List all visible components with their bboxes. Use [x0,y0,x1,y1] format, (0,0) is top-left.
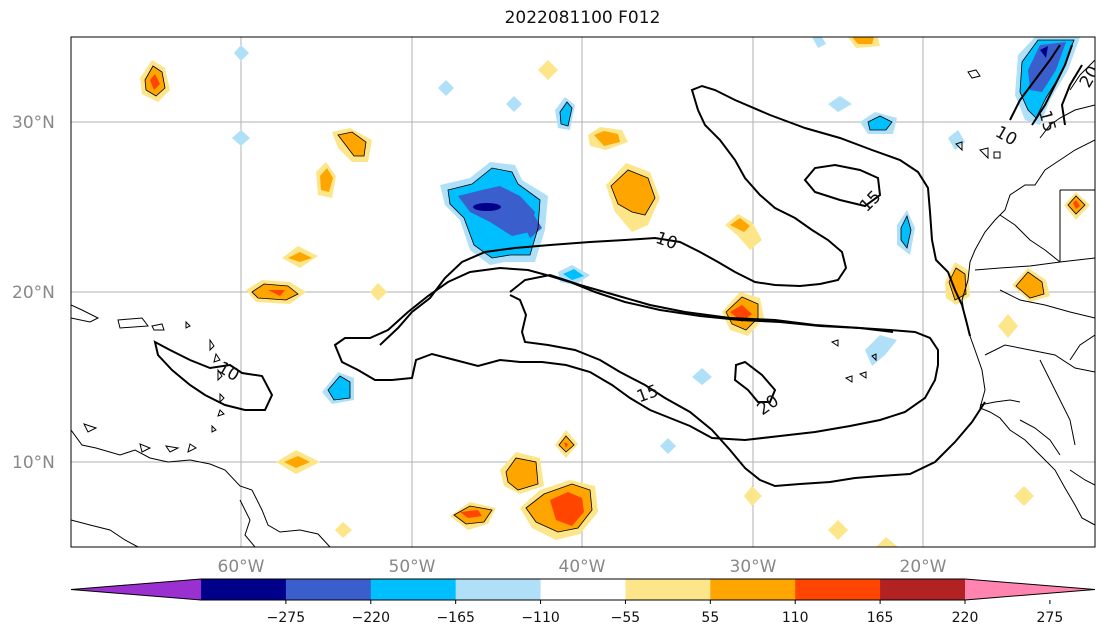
map-title: 2022081100 F012 [504,8,661,28]
colorbar-tick-label: −275 [267,610,305,626]
map-panel: 10 15 20 15 10 15 20 10 [71,37,1095,547]
coastlines [71,59,1095,547]
colorbar-tick-label: −110 [521,610,559,626]
colorbar-bin [710,579,796,600]
colorbar-tick-label: −220 [352,610,390,626]
colorbar-bin [285,579,372,600]
lon-label-20w: 20°W [900,557,947,577]
colorbar-bin [201,579,287,600]
longitude-labels: 60°W 50°W 40°W 30°W 20°W [218,557,947,577]
lat-label-20n: 20°N [12,283,55,303]
colorbar-bin [795,579,881,600]
colorbar-extend-low [71,579,201,600]
colorbar-tick-label: −165 [436,610,474,626]
colorbar-outline [70,578,1096,601]
colorbar-tick-label: −55 [611,610,641,626]
contour-lines [153,44,1083,488]
colorbar-bin [625,579,711,600]
colorbar-tick-label: 55 [701,610,719,626]
latitude-labels: 30°N 20°N 10°N [12,113,55,473]
gridlines [71,37,1095,547]
colorbar-bin [455,579,542,600]
colorbar-tick-label: 110 [782,610,809,626]
colorbar-tick-label: 220 [952,610,979,626]
colorbar-bin [370,579,457,600]
colorbar-extend-high [965,579,1095,600]
lon-label-60w: 60°W [218,557,265,577]
colorbar: −275 −220 −165 −110 −55 55 110 165 220 275 [70,578,1096,626]
colorbar-tick-label: 275 [1037,610,1064,626]
colorbar-bin [880,579,966,600]
colorbar-tick-label: 165 [867,610,894,626]
lat-label-10n: 10°N [12,453,55,473]
lon-label-50w: 50°W [389,557,436,577]
lat-label-30n: 30°N [12,113,55,133]
map-frame [70,36,1096,548]
lon-label-30w: 30°W [730,557,777,577]
lon-label-40w: 40°W [559,557,606,577]
colorbar-bin [540,579,626,600]
anomaly-outlines [144,39,1086,533]
